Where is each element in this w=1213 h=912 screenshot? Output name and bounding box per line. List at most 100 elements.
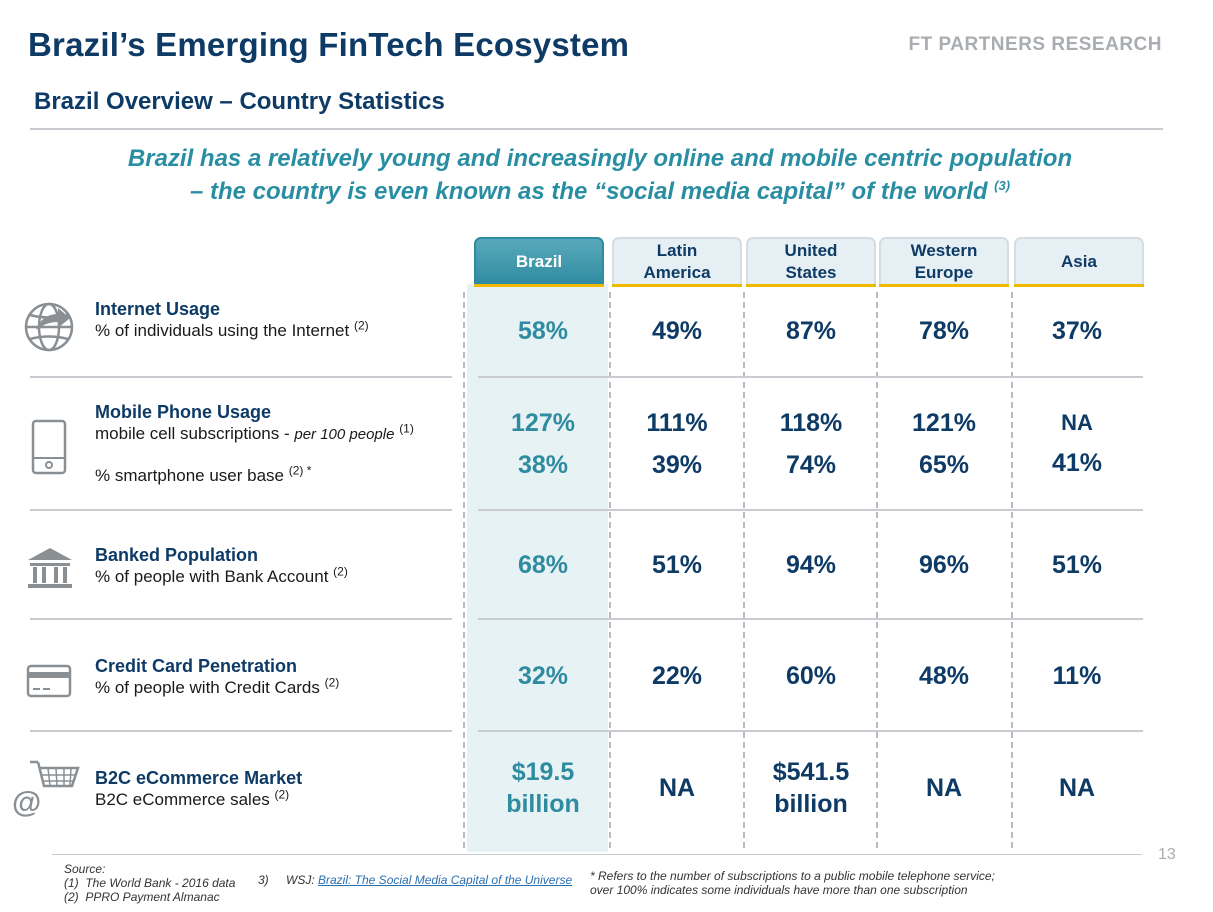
row-description: B2C eCommerce sales [95,790,270,809]
row-description: % smartphone user base [95,466,284,485]
footer-source-3: 3) WSJ: Brazil: The Social Media Capital … [258,873,572,887]
column-header-united-states-line-2: States [785,263,837,282]
brazil-column-highlight [467,284,608,852]
row-description: % of people with Credit Cards [95,678,320,697]
footer-source-3-prefix: WSJ: [286,873,318,887]
row-title: Internet Usage [95,299,221,319]
column-separator [1011,292,1013,848]
footer-note-line-1: * Refers to the number of subscriptions … [590,869,995,883]
row-divider-label [30,618,452,620]
row-label-internet-usage: Internet Usage % of individuals using th… [95,298,369,342]
row-ref: (1) [399,421,414,436]
row-title: Credit Card Penetration [95,656,298,676]
cell-credit-brazil: 32% [517,662,569,690]
column-header-latin-america-line-2: America [643,263,711,282]
brand-label: FT PARTNERS RESEARCH [908,34,1162,55]
cell-smartphone-western-europe: 65% [918,451,970,479]
cell-ecommerce-latin-america: NA [658,774,696,802]
footer-divider [52,854,1142,855]
row-divider-values [478,376,1143,378]
row-label-banked-population: Banked Population % of people with Bank … [95,544,348,588]
cell-credit-asia: 11% [1052,662,1102,690]
row-title: Banked Population [95,545,259,565]
cell-credit-western-europe: 48% [918,662,970,690]
tagline-line-2: – the country is even known as the “soci… [40,175,1160,208]
tagline-line-2-text: – the country is even known as the “soci… [189,178,988,205]
cell-ecommerce-brazil-line-2: billion [506,790,580,818]
column-header-united-states: United States [746,237,876,285]
row-ref: (2) * [288,463,312,478]
row-divider-values [478,618,1143,620]
column-header-united-states-line-1: United [784,241,838,260]
row-label-mobile-phone-usage: Mobile Phone Usage mobile cell subscript… [95,401,414,446]
cell-internet-western-europe: 78% [918,317,970,345]
column-header-brazil: Brazil [474,237,604,285]
footer-source-3-num: 3) [258,873,269,887]
column-separator [609,292,611,848]
cell-banked-western-europe: 96% [918,551,970,579]
cell-banked-latin-america: 51% [651,551,703,579]
column-header-underline [879,284,1009,287]
at-sign-icon: @ [12,786,42,819]
cell-ecommerce-united-states-line-1: $541.5 [772,758,850,786]
footer-source-1: (1) The World Bank - 2016 data [64,876,235,890]
row-title: B2C eCommerce Market [95,768,303,788]
cell-internet-united-states: 87% [785,317,837,345]
footer-source-1-text: The World Bank - 2016 data [85,876,236,890]
cell-credit-latin-america: 22% [651,662,703,690]
row-ref: (2) [353,318,369,333]
bank-icon [28,548,72,588]
cell-smartphone-asia: 41% [1051,449,1103,477]
cell-smartphone-brazil: 38% [517,451,569,479]
row-divider-label [30,509,452,511]
row-ref: (2) [333,564,348,579]
row-description: % of people with Bank Account [95,567,329,586]
cell-smartphone-latin-america: 39% [651,451,703,479]
column-header-united-states-label: United States [785,240,838,284]
column-header-underline [746,284,876,287]
row-title: Mobile Phone Usage [95,402,272,422]
page-number: 13 [1158,846,1176,863]
row-divider-values [478,730,1143,732]
row-divider-values [478,509,1143,511]
column-separator [463,292,465,848]
footer-source-2: (2) PPRO Payment Almanac [64,890,235,904]
cell-banked-asia: 51% [1051,551,1103,579]
cell-mobile-subs-asia: NA [1061,410,1093,435]
page-subtitle: Brazil Overview – Country Statistics [34,88,445,115]
footer-source-2-text: PPRO Payment Almanac [85,890,220,904]
footer-sources: Source: (1) The World Bank - 2016 data (… [64,862,235,904]
tagline-ref: (3) [994,178,1011,193]
cell-internet-latin-america: 49% [651,317,703,345]
column-header-western-europe-label: Western Europe [911,240,978,284]
cell-internet-asia: 37% [1051,317,1103,345]
column-header-western-europe-line-1: Western [910,241,978,260]
tagline: Brazil has a relatively young and increa… [40,142,1160,208]
column-header-asia-label: Asia [1061,252,1097,271]
page-title: Brazil’s Emerging FinTech Ecosystem [28,26,630,63]
cell-mobile-subs-western-europe: 121% [912,409,976,437]
row-ref: (2) [324,675,340,690]
column-header-underline [474,284,604,287]
cell-internet-brazil: 58% [517,317,569,345]
row-description-italic: per 100 people [294,426,395,443]
cell-ecommerce-united-states: $541.5 billion [746,756,876,820]
footer-source-1-num: (1) [64,876,79,890]
header-divider [30,128,1163,130]
footer-source-label: Source: [64,862,106,876]
column-separator [876,292,878,848]
wsj-article-link[interactable]: Brazil: The Social Media Capital of the … [318,873,573,887]
cell-ecommerce-united-states-line-2: billion [774,790,848,818]
cell-mobile-subs-brazil: 127% [511,409,575,437]
row-label-b2c-ecommerce: B2C eCommerce Market B2C eCommerce sales… [95,767,302,811]
cell-banked-brazil: 68% [517,551,569,579]
cell-ecommerce-asia: NA [1058,774,1096,802]
row-ref: (2) [274,787,290,802]
column-header-western-europe: Western Europe [879,237,1009,285]
row-label-credit-card-penetration: Credit Card Penetration % of people with… [95,655,339,699]
column-header-latin-america: Latin America [612,237,742,285]
row-description: mobile cell subscriptions - [95,424,295,443]
column-separator [743,292,745,848]
cell-mobile-subs-united-states: 118% [779,409,843,437]
column-header-latin-america-line-1: Latin [656,241,698,260]
